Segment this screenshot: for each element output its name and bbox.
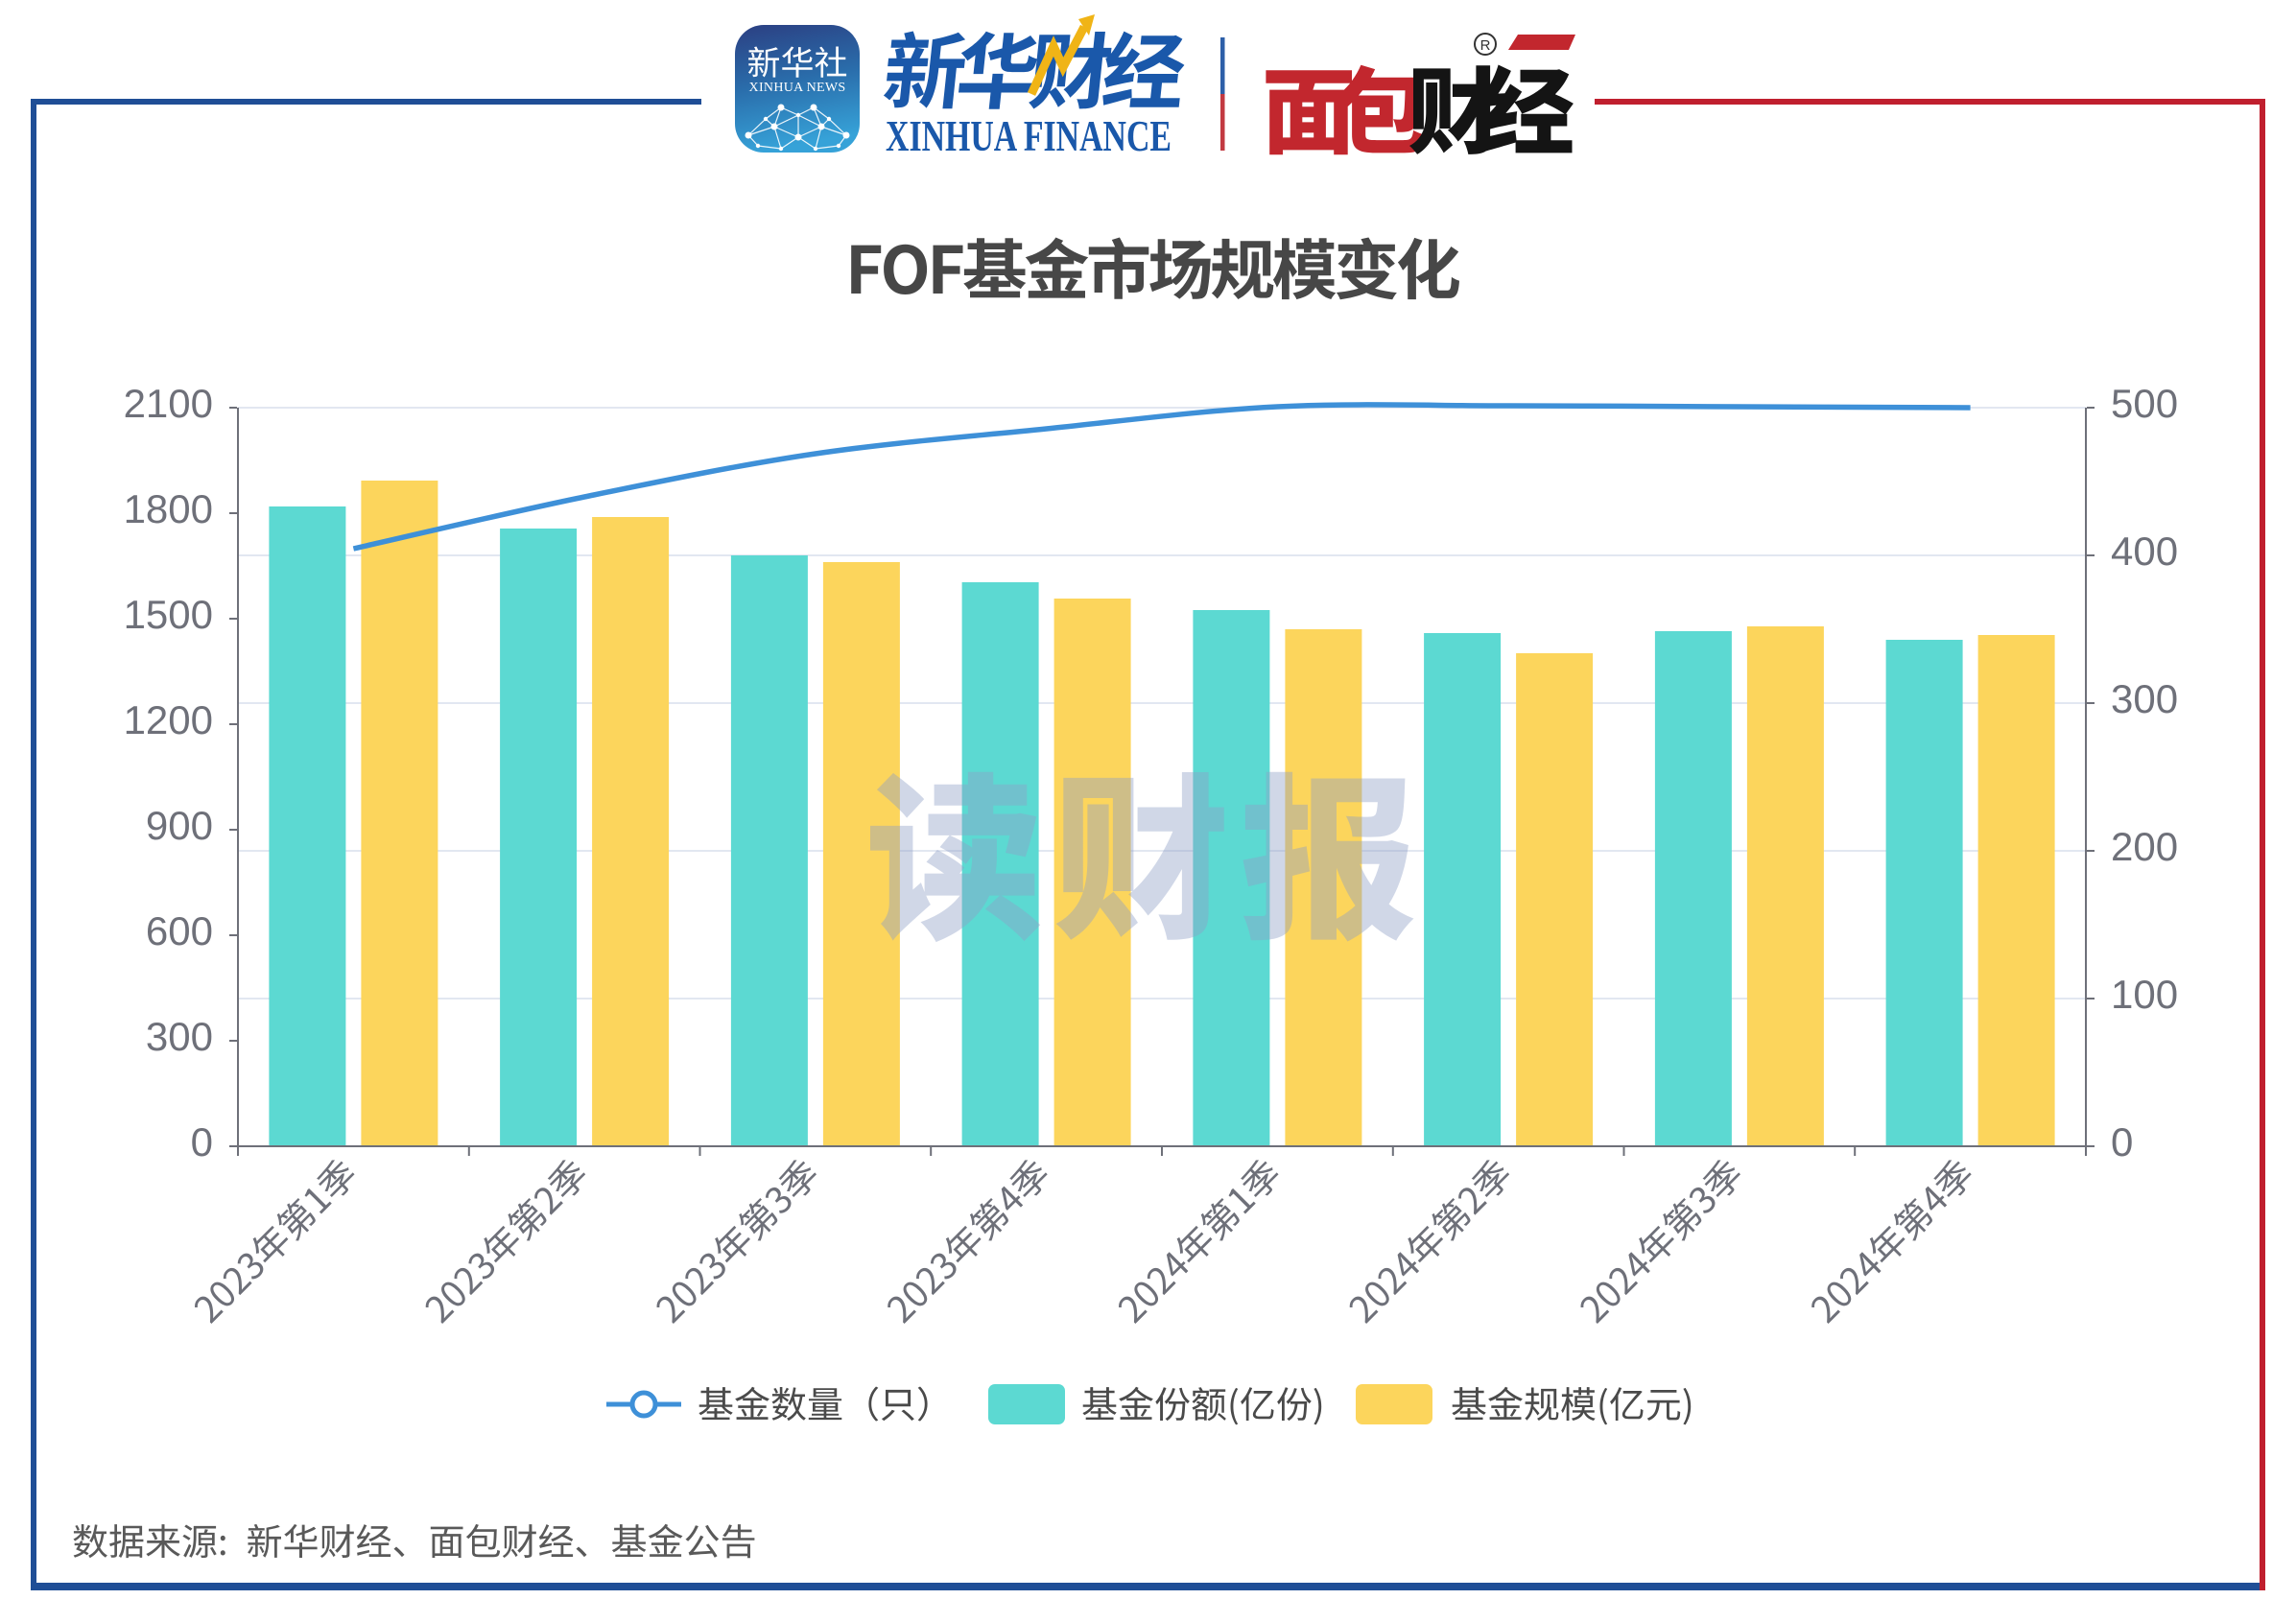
svg-text:XINHUA NEWS: XINHUA NEWS <box>749 81 846 95</box>
svg-text:2100: 2100 <box>124 381 213 426</box>
svg-text:1500: 1500 <box>124 592 213 637</box>
svg-text:0: 0 <box>2111 1119 2133 1164</box>
svg-text:500: 500 <box>2111 381 2178 426</box>
svg-text:1200: 1200 <box>124 697 213 742</box>
svg-text:200: 200 <box>2111 824 2178 869</box>
svg-text:R: R <box>1480 37 1491 54</box>
svg-text:1800: 1800 <box>124 486 213 531</box>
svg-text:400: 400 <box>2111 529 2178 574</box>
svg-text:600: 600 <box>146 908 213 953</box>
svg-text:XINHUA FINANCE: XINHUA FINANCE <box>886 111 1172 160</box>
svg-text:300: 300 <box>2111 676 2178 721</box>
svg-text:300: 300 <box>146 1014 213 1059</box>
svg-text:900: 900 <box>146 803 213 848</box>
svg-text:0: 0 <box>191 1119 213 1164</box>
svg-text:100: 100 <box>2111 972 2178 1017</box>
